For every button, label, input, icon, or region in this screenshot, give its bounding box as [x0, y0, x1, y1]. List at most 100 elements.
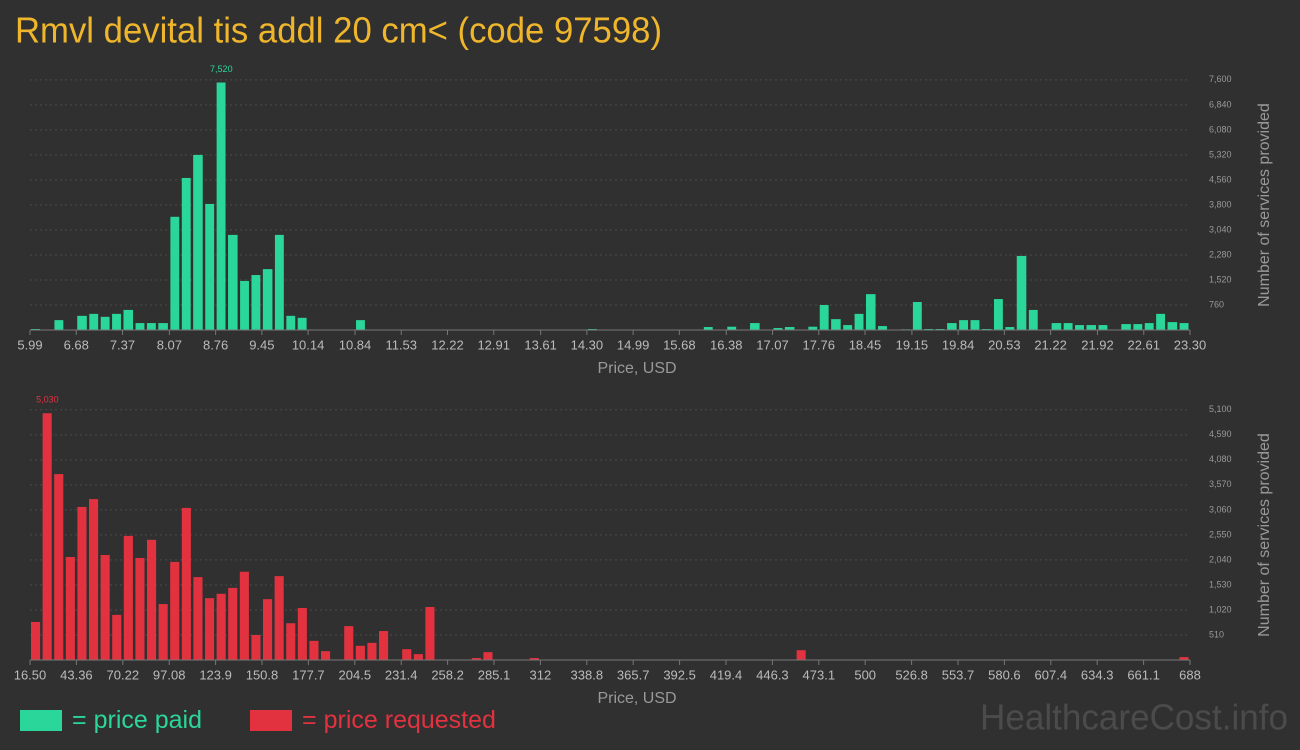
- y-tick-label: 7,600: [1209, 74, 1232, 84]
- bar: [947, 323, 957, 330]
- bar: [1121, 324, 1131, 330]
- bar: [274, 234, 284, 330]
- x-tick-label: 8.07: [157, 337, 182, 352]
- y-tick-label: 5,320: [1209, 149, 1232, 159]
- legend-swatch: [20, 710, 62, 731]
- y-tick-label: 3,060: [1209, 504, 1232, 514]
- y-tick-label: 3,800: [1209, 199, 1232, 209]
- bar: [123, 309, 134, 330]
- bar: [309, 640, 319, 660]
- x-tick-label: 70.22: [107, 667, 140, 682]
- bar: [750, 323, 760, 330]
- x-tick-label: 21.92: [1081, 337, 1114, 352]
- bar: [65, 556, 75, 660]
- bar: [77, 315, 87, 330]
- bar: [529, 658, 539, 660]
- x-tick-label: 10.84: [339, 337, 372, 352]
- x-tick-label: 43.36: [60, 667, 93, 682]
- x-tick-label: 15.68: [663, 337, 696, 352]
- x-tick-label: 97.08: [153, 667, 186, 682]
- legend-separator: =: [72, 706, 87, 734]
- bar: [1144, 323, 1154, 330]
- x-tick-label: 19.84: [942, 337, 975, 352]
- y-tick-label: 3,570: [1209, 479, 1232, 489]
- legend-swatch: [250, 710, 292, 731]
- bar: [1051, 323, 1062, 330]
- bar: [251, 634, 261, 660]
- y-tick-label: 1,520: [1209, 274, 1232, 284]
- x-tick-label: 17.07: [756, 337, 789, 352]
- bar: [483, 652, 493, 660]
- bar: [135, 557, 145, 660]
- x-tick-label: 14.30: [571, 337, 604, 352]
- bar: [54, 320, 64, 330]
- bar: [878, 326, 887, 330]
- x-tick-label: 338.8: [571, 667, 604, 682]
- x-tick-label: 634.3: [1081, 667, 1114, 682]
- x-tick-label: 688: [1179, 667, 1201, 682]
- x-axis-title: Price, USD: [597, 360, 676, 377]
- bar: [262, 269, 273, 330]
- bar: [193, 577, 203, 660]
- bar: [1063, 323, 1073, 330]
- legend-name: price requested: [324, 706, 496, 734]
- bar: [344, 626, 354, 660]
- x-tick-label: 23.30: [1174, 337, 1207, 352]
- y-tick-label: 4,560: [1209, 174, 1232, 184]
- bar: [321, 651, 331, 660]
- y-tick-label: 3,040: [1209, 224, 1232, 234]
- bar: [356, 320, 365, 330]
- bar: [193, 154, 203, 330]
- y-tick-label: 510: [1209, 629, 1224, 639]
- x-tick-label: 11.53: [385, 337, 417, 352]
- bar: [379, 631, 389, 660]
- bar: [135, 323, 145, 330]
- page-title: Rmvl devital tis addl 20 cm< (code 97598…: [15, 10, 662, 51]
- bar: [42, 413, 52, 660]
- bar: [286, 623, 296, 660]
- x-tick-label: 419.4: [710, 667, 743, 682]
- bar: [703, 327, 713, 330]
- bar: [89, 499, 99, 660]
- watermark: HealthcareCost.info: [980, 697, 1288, 738]
- x-tick-label: 13.61: [524, 337, 557, 352]
- legend-separator: =: [302, 706, 317, 734]
- bar: [355, 645, 365, 660]
- bar: [831, 319, 841, 330]
- bar: [100, 316, 110, 330]
- bar: [1075, 325, 1084, 330]
- bar: [158, 323, 168, 330]
- bar: [808, 326, 818, 330]
- x-tick-label: 17.76: [802, 337, 835, 352]
- y-tick-label: 5,100: [1209, 404, 1232, 414]
- bar: [1179, 657, 1189, 660]
- x-tick-label: 14.99: [617, 337, 650, 352]
- y-axis-title: Number of services provided: [1256, 103, 1273, 307]
- bar: [727, 326, 737, 330]
- x-tick-label: 526.8: [895, 667, 928, 682]
- x-tick-label: 258.2: [431, 667, 464, 682]
- x-tick-label: 9.45: [249, 337, 274, 352]
- x-tick-label: 177.7: [292, 667, 325, 682]
- bar: [123, 535, 133, 660]
- peak-label: 5,030: [36, 395, 59, 405]
- bar: [413, 654, 423, 660]
- x-tick-label: 10.14: [292, 337, 325, 352]
- bar: [1086, 325, 1097, 330]
- x-tick-label: 12.91: [477, 337, 510, 352]
- x-tick-label: 12.22: [431, 337, 464, 352]
- bar: [54, 474, 64, 660]
- x-tick-label: 18.45: [849, 337, 882, 352]
- bar: [297, 608, 307, 660]
- x-tick-label: 16.38: [710, 337, 743, 352]
- bar: [216, 82, 226, 330]
- x-tick-label: 661.1: [1127, 667, 1160, 682]
- x-tick-label: 500: [854, 667, 876, 682]
- bar: [784, 327, 795, 330]
- bar: [425, 607, 435, 660]
- bar: [89, 313, 99, 330]
- x-tick-label: 22.61: [1127, 337, 1160, 352]
- bar: [228, 587, 238, 660]
- bar: [239, 571, 249, 660]
